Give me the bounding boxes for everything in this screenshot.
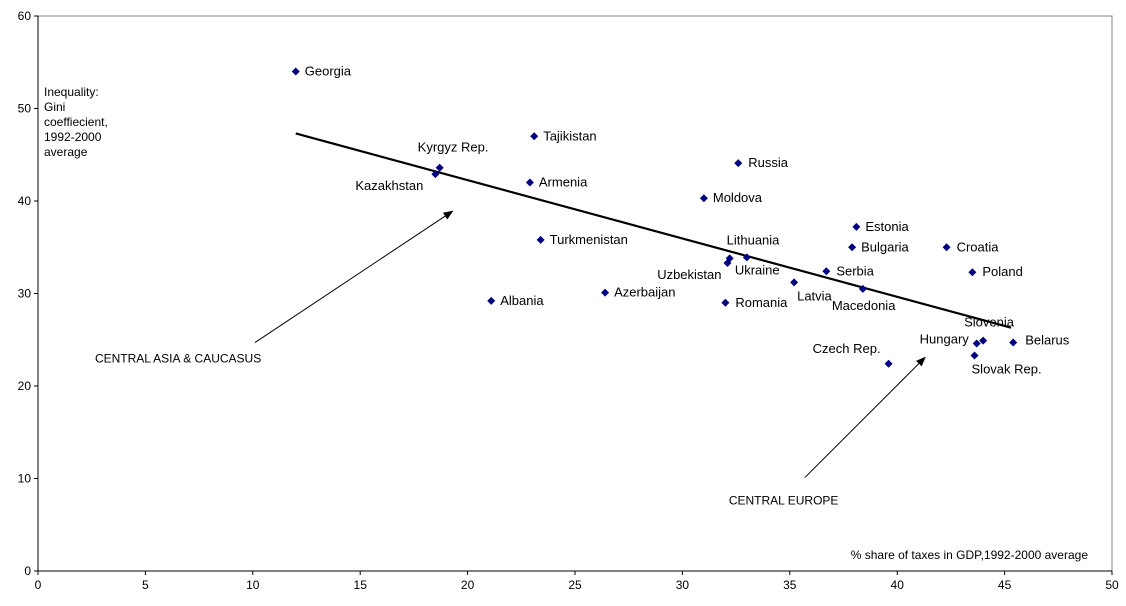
point-label-latvia: Latvia: [797, 288, 832, 303]
point-slovenia: [979, 336, 988, 345]
y-tick-label: 10: [18, 472, 32, 486]
x-tick-label: 50: [1105, 578, 1119, 592]
trendline: [295, 132, 1012, 329]
y-tick-label: 30: [18, 287, 32, 301]
x-tick-label: 25: [568, 578, 582, 592]
point-poland: [968, 268, 977, 277]
point-label-serbia: Serbia: [836, 263, 874, 278]
y-axis-label-line: 1992-2000: [44, 130, 102, 144]
point-bulgaria: [848, 243, 857, 252]
point-labels: Georgia Kyrgyz Rep. Kazakhstan Tajikistan Ar…: [305, 64, 1070, 377]
x-tick-label: 20: [461, 578, 475, 592]
point-label-croatia: Croatia: [957, 239, 1000, 254]
point-label-moldova: Moldova: [713, 190, 763, 205]
point-romania: [721, 298, 730, 307]
point-label-slovenia: Slovenia: [964, 315, 1015, 330]
point-label-tajikistan: Tajikistan: [543, 128, 596, 143]
point-georgia: [291, 67, 300, 76]
point-hungary: [972, 339, 981, 348]
annotation-label-central-europe: CENTRAL EUROPE: [729, 494, 839, 508]
point-azerbaijan: [601, 288, 610, 297]
point-label-azerbaijan: Azerbaijan: [614, 285, 675, 300]
annotation-arrow: [804, 356, 926, 478]
point-label-turkmenistan: Turkmenistan: [550, 232, 628, 247]
point-label-albania: Albania: [500, 293, 544, 308]
y-tick-label: 50: [18, 102, 32, 116]
annotations-group: CENTRAL ASIA & CAUCASUS CENTRAL EUROPE: [95, 210, 926, 508]
x-tick-label: 5: [142, 578, 149, 592]
point-czech-rep: [884, 359, 893, 368]
point-label-armenia: Armenia: [539, 175, 588, 190]
y-axis-label-line: Gini: [44, 100, 65, 114]
y-tick-label: 0: [24, 564, 31, 578]
point-label-romania: Romania: [735, 295, 788, 310]
x-tick-label: 35: [783, 578, 797, 592]
data-points: [291, 67, 1018, 368]
y-tick-label: 40: [18, 194, 32, 208]
x-tick-label: 15: [354, 578, 368, 592]
point-moldova: [699, 194, 708, 203]
point-croatia: [942, 243, 951, 252]
x-tick-label: 40: [891, 578, 905, 592]
y-axis-label-line: average: [44, 145, 88, 159]
point-uzbekistan: [723, 258, 732, 267]
point-kazakhstan: [431, 170, 440, 179]
point-tajikistan: [530, 132, 539, 141]
y-axis-label-line: Inequality:: [44, 85, 99, 99]
point-label-lithuania: Lithuania: [727, 232, 781, 247]
y-axis-label: Inequality: Gini coeffiecient, 1992-2000 ave…: [44, 85, 108, 159]
point-label-russia: Russia: [748, 155, 789, 170]
point-serbia: [822, 267, 831, 276]
point-latvia: [790, 278, 799, 287]
point-label-kazakhstan: Kazakhstan: [355, 178, 423, 193]
point-label-bulgaria: Bulgaria: [861, 239, 909, 254]
point-estonia: [852, 222, 861, 231]
point-label-kyrgyz-rep: Kyrgyz Rep.: [418, 140, 489, 155]
point-label-hungary: Hungary: [920, 331, 970, 346]
point-label-uzbekistan: Uzbekistan: [657, 267, 721, 282]
x-tick-label: 45: [998, 578, 1012, 592]
plot-frame: [37, 15, 1113, 572]
point-label-macedonia: Macedonia: [832, 298, 896, 313]
point-label-poland: Poland: [982, 264, 1022, 279]
x-axis-ticks: 0 5 10 15 20 25 30 35 40 45 50: [35, 571, 1119, 592]
y-tick-label: 20: [18, 379, 32, 393]
point-label-belarus: Belarus: [1025, 333, 1070, 348]
point-label-ukraine: Ukraine: [735, 262, 780, 277]
point-label-georgia: Georgia: [305, 64, 352, 79]
point-kyrgyz-rep: [435, 163, 444, 172]
x-tick-label: 10: [246, 578, 260, 592]
trendline-group: [295, 132, 1012, 329]
point-armenia: [525, 178, 534, 187]
y-tick-label: 60: [18, 9, 32, 23]
x-tick-label: 30: [676, 578, 690, 592]
point-slovak-rep: [970, 351, 979, 360]
y-axis-label-line: coeffiecient,: [44, 115, 108, 129]
point-belarus: [1009, 338, 1018, 347]
point-label-czech-rep: Czech Rep.: [813, 341, 881, 356]
x-tick-label: 0: [35, 578, 42, 592]
annotation-label-central-asia-caucasus: CENTRAL ASIA & CAUCASUS: [95, 352, 261, 366]
point-label-estonia: Estonia: [865, 219, 909, 234]
annotation-arrow: [254, 210, 454, 343]
point-macedonia: [858, 284, 867, 293]
point-ukraine: [742, 253, 751, 262]
point-albania: [487, 296, 496, 305]
point-turkmenistan: [536, 235, 545, 244]
point-russia: [734, 159, 743, 168]
x-axis-label: % share of taxes in GDP,1992-2000 averag…: [851, 548, 1089, 562]
y-axis-ticks: 0 10 20 30 40 50 60: [18, 9, 38, 578]
point-label-slovak-rep: Slovak Rep.: [972, 361, 1042, 376]
